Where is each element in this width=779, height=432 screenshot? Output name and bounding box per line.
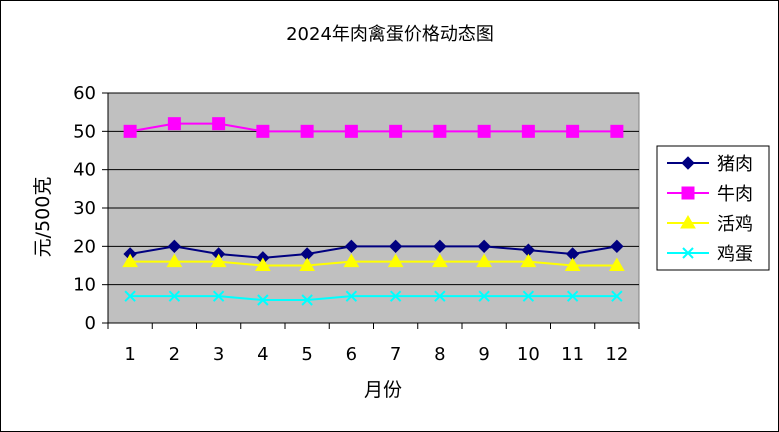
data-point — [256, 124, 270, 138]
x-tick-label: 2 — [169, 344, 180, 365]
data-point — [389, 124, 403, 138]
data-point — [389, 290, 402, 302]
y-tick-label: 50 — [73, 121, 96, 142]
x-tick-label: 10 — [517, 344, 540, 365]
x-tick-label: 12 — [605, 344, 628, 365]
x-tick-label: 5 — [301, 344, 312, 365]
chart-title: 2024年肉禽蛋价格动态图 — [286, 24, 494, 45]
data-point — [434, 290, 446, 302]
data-point — [566, 290, 579, 302]
data-point — [343, 253, 360, 268]
legend-marker — [680, 215, 696, 229]
legend-box — [656, 145, 770, 271]
data-point — [387, 253, 404, 268]
data-point — [388, 239, 403, 254]
legend-label: 牛肉 — [717, 184, 753, 205]
y-tick-label: 0 — [85, 313, 96, 334]
data-point — [610, 239, 624, 254]
data-point — [564, 257, 581, 271]
x-axis-title: 月份 — [364, 379, 402, 401]
data-point — [521, 124, 535, 138]
data-point — [167, 239, 182, 254]
data-point — [123, 124, 137, 138]
series-line — [130, 260, 617, 267]
data-point — [212, 117, 226, 131]
data-point — [299, 257, 315, 271]
data-point — [478, 290, 490, 302]
data-point — [609, 257, 625, 271]
legend-label: 活鸡 — [717, 214, 753, 235]
x-tick-label: 6 — [346, 344, 357, 365]
data-point — [168, 290, 181, 302]
data-point — [167, 117, 181, 131]
data-point — [477, 239, 491, 254]
data-point — [566, 124, 580, 138]
data-point — [122, 253, 138, 268]
x-tick-label: 11 — [561, 344, 584, 365]
legend-marker — [681, 186, 695, 200]
data-point — [301, 294, 313, 306]
y-axis-title: 元/500克 — [32, 177, 54, 258]
data-point — [433, 239, 447, 254]
series-line — [129, 122, 617, 133]
data-point — [210, 253, 227, 268]
legend-marker — [682, 247, 694, 259]
y-tick-label: 10 — [73, 275, 96, 296]
x-tick-label: 8 — [434, 344, 445, 365]
data-point — [433, 124, 447, 138]
legend-marker — [681, 156, 695, 170]
data-point — [610, 124, 624, 138]
data-point — [477, 124, 491, 138]
y-tick-label: 40 — [73, 160, 96, 181]
data-point — [166, 253, 183, 268]
legend-label: 猪肉 — [717, 154, 753, 175]
data-point — [476, 253, 492, 268]
data-point — [212, 290, 225, 302]
legend-label: 鸡蛋 — [717, 244, 753, 265]
data-point — [522, 290, 535, 302]
y-tick-label: 20 — [73, 236, 96, 257]
data-point — [345, 290, 358, 302]
data-point — [432, 253, 448, 268]
data-point — [611, 290, 623, 302]
data-point — [344, 124, 358, 138]
data-point — [257, 294, 269, 306]
data-point — [344, 239, 359, 254]
y-tick-label: 60 — [73, 83, 96, 104]
data-point — [124, 290, 136, 302]
x-tick-label: 4 — [257, 344, 268, 365]
series-line — [130, 295, 617, 301]
x-tick-label: 3 — [213, 344, 224, 365]
x-tick-label: 7 — [390, 344, 401, 365]
x-tick-label: 1 — [124, 344, 135, 365]
data-point — [255, 257, 271, 271]
series-line — [129, 245, 618, 259]
y-tick-label: 30 — [73, 198, 96, 219]
data-point — [300, 124, 314, 138]
x-tick-label: 9 — [478, 344, 489, 365]
data-point — [520, 253, 537, 268]
